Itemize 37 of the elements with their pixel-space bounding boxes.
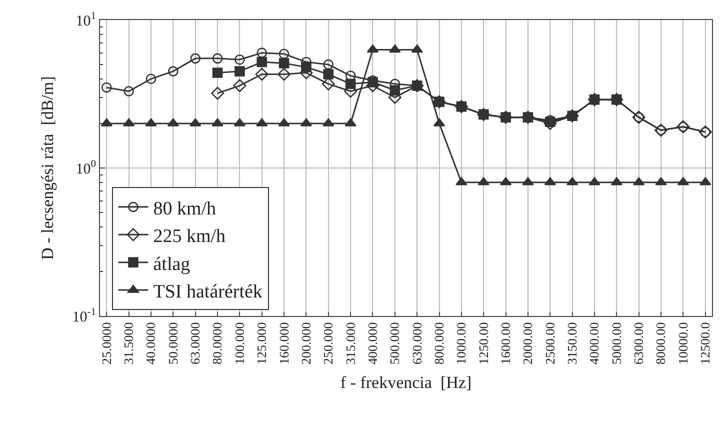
x-tick-label: 10000.0 [675, 322, 690, 364]
x-tick-label: 80.0000 [210, 322, 225, 364]
x-tick-label: 200.000 [298, 322, 314, 364]
x-tick-label: 1250.00 [476, 322, 491, 364]
x-tick-label: 1600.00 [498, 322, 514, 364]
legend-label: TSI határérték [153, 281, 263, 302]
x-tick-label: 800.000 [431, 322, 446, 364]
x-axis-title: f - frekvencia [Hz] [340, 372, 472, 392]
legend-label: átlag [153, 254, 191, 275]
x-tick-label: 4000.00 [586, 322, 602, 364]
x-tick-label: 8000.00 [653, 322, 668, 364]
x-tick-label: 630.000 [409, 322, 424, 364]
x-tick-label: 2500.00 [542, 322, 558, 364]
x-tick-label: 40.0000 [143, 322, 158, 364]
x-tick-label: 25.0000 [98, 322, 114, 364]
x-tick-label: 250.000 [320, 322, 336, 364]
x-tick-label: 125.000 [254, 322, 270, 364]
x-tick-label: 12500.0 [698, 322, 713, 364]
y-tick-label: 10$^{0}$ [76, 158, 96, 178]
legend-label: 225 km/h [153, 226, 226, 248]
x-tick-label: 31.5000 [121, 322, 136, 364]
x-tick-label: 100.000 [232, 322, 247, 364]
y-tick-label: 10$^{-1}$ [72, 306, 96, 326]
x-tick-label: 3150.00 [564, 322, 580, 364]
x-tick-label: 315.000 [342, 322, 358, 364]
x-tick-label: 1000.00 [454, 322, 469, 364]
x-tick-label: 50.0000 [165, 322, 180, 364]
legend-label: 80 km/h [153, 198, 217, 220]
y-tick-label: 10$^{1}$ [76, 10, 96, 30]
x-tick-label: 160.000 [276, 322, 292, 364]
x-tick-label: 63.0000 [188, 322, 203, 364]
x-tick-label: 6300.00 [631, 322, 646, 364]
x-tick-label: 400.000 [364, 322, 380, 364]
x-tick-label: 500.000 [387, 322, 402, 364]
y-axis-title: D - lecsengési ráta [dB/m] [38, 76, 57, 260]
x-tick-label: 2000.00 [520, 322, 536, 364]
x-tick-label: 5000.00 [608, 322, 624, 364]
